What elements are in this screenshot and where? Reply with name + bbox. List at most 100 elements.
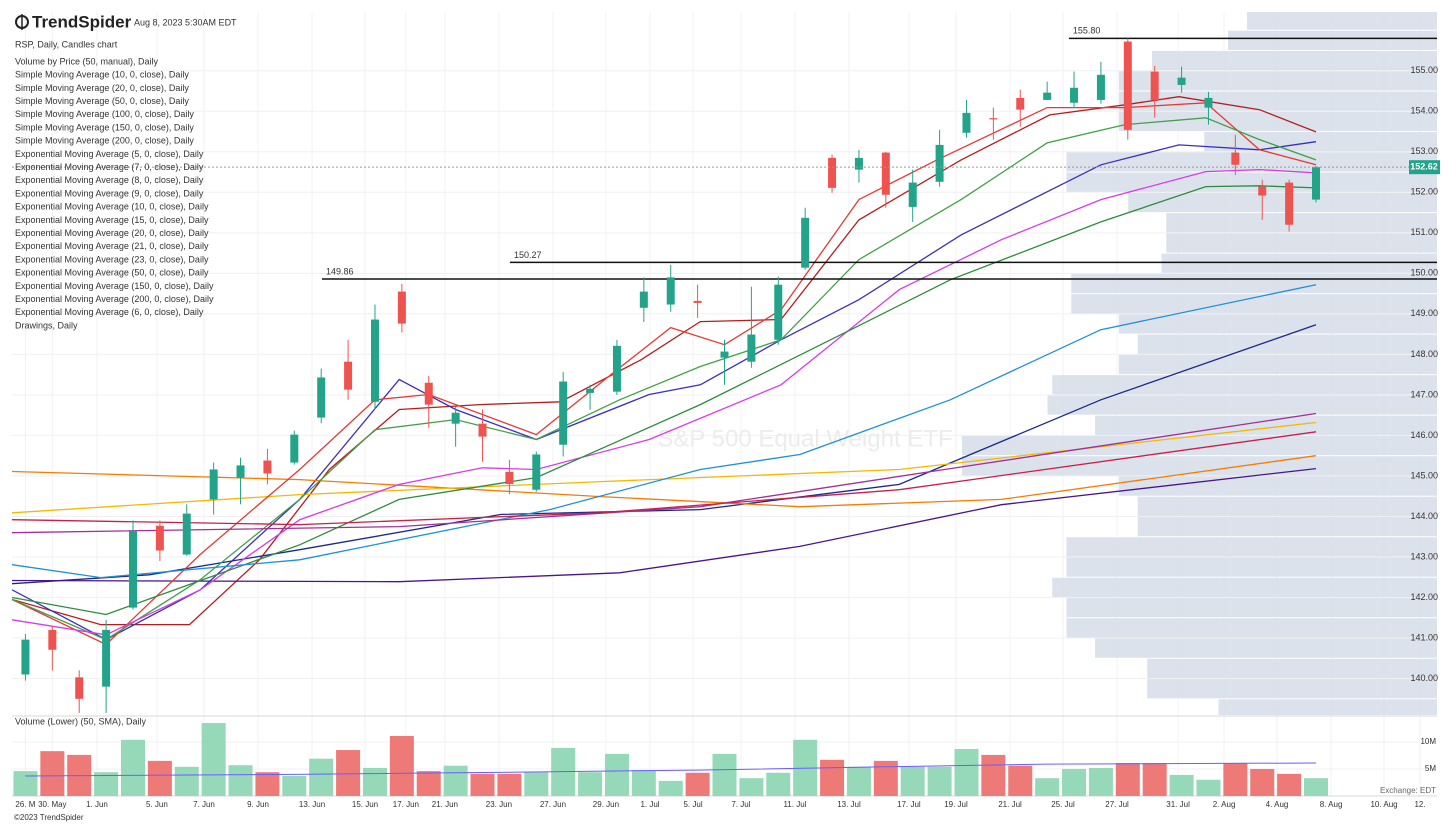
- volume-profile-bar: [1118, 91, 1437, 111]
- grid: [12, 12, 1437, 797]
- volume-bar: [658, 780, 683, 796]
- y-tick-label: 146.00: [1410, 430, 1438, 440]
- volume-bar: [685, 772, 710, 796]
- volume-bar: [846, 766, 871, 796]
- legend-entry: Exponential Moving Average (9, 0, close)…: [15, 188, 204, 198]
- volume-profile-bar: [1118, 71, 1437, 91]
- candle-body: [290, 434, 299, 463]
- y-tick-label: 154.00: [1410, 106, 1438, 116]
- candle-body: [236, 465, 245, 478]
- x-tick-label: 13. Jul: [837, 800, 861, 809]
- legend-entry: Exponential Moving Average (5, 0, close)…: [15, 149, 204, 159]
- volume-profile-bar: [1137, 496, 1437, 516]
- ma-line: [12, 467, 1317, 583]
- volume-profile-bar: [1147, 679, 1437, 699]
- volume-bar: [282, 776, 307, 796]
- volume-profile-bar: [1218, 699, 1437, 715]
- candle-body: [1043, 92, 1052, 100]
- volume-profile-bar: [1066, 557, 1437, 577]
- y-tick-label: 140.00: [1410, 673, 1438, 683]
- legend-entry: Exponential Moving Average (6, 0, close)…: [15, 307, 204, 317]
- volume-bar: [524, 772, 549, 796]
- candle-body: [854, 157, 863, 170]
- candle-body: [344, 361, 353, 390]
- indicator-lines: [12, 96, 1317, 646]
- x-tick-label: 30. May: [38, 800, 66, 809]
- axes: 140.00 141.00 142.00 143.00 144.00 145.00 146.…: [15, 65, 1440, 809]
- candle-body: [451, 412, 460, 424]
- volume-bar: [174, 766, 199, 796]
- ma-line: [12, 96, 1317, 626]
- volume-bar: [1142, 763, 1167, 796]
- candle-body: [397, 291, 406, 324]
- volume-bar: [1088, 767, 1113, 796]
- volume-pane: Volume (Lower) (50, SMA), Daily 5M 10M: [12, 716, 1437, 796]
- legend-entry: Exponential Moving Average (20, 0, close…: [15, 228, 209, 238]
- ma-line: [12, 185, 1317, 616]
- ma-line: [12, 455, 1317, 508]
- brand: TrendSpider: [32, 12, 132, 31]
- legend-entry: Simple Moving Average (200, 0, close), D…: [15, 136, 194, 146]
- y-tick-label: 150.00: [1410, 268, 1438, 278]
- volume-profile-bar: [1066, 597, 1437, 618]
- legend-entry: Exponential Moving Average (23, 0, close…: [15, 254, 209, 264]
- level-label: 150.27: [514, 250, 542, 260]
- volume-bar: [1304, 778, 1329, 796]
- y-tick-label: 145.00: [1410, 470, 1438, 480]
- legend-entry: Exponential Moving Average (150, 0, clos…: [15, 281, 214, 291]
- x-tick-label: 4. Aug: [1266, 800, 1289, 809]
- legend-entry: Exponential Moving Average (200, 0, clos…: [15, 294, 214, 304]
- volume-bar: [1062, 768, 1087, 796]
- header: TrendSpider Aug 8, 2023 5:30AM EDT RSP, …: [14, 12, 1436, 822]
- candle-body: [155, 525, 164, 551]
- x-tick-label: 11. Jul: [783, 800, 806, 809]
- volume-bar: [954, 748, 979, 796]
- ma-line: [12, 168, 1317, 636]
- volume-bar: [1223, 763, 1248, 796]
- volume-profile-bar: [1204, 132, 1437, 152]
- candle-body: [209, 469, 218, 500]
- volume-bar: [389, 736, 414, 796]
- volume-profile-bar: [1128, 192, 1437, 213]
- x-tick-label: 9. Jun: [247, 800, 269, 809]
- candle-body: [666, 277, 675, 305]
- y-tick-label: 147.00: [1410, 389, 1438, 399]
- volume-bar: [255, 772, 280, 796]
- candle-body: [989, 118, 998, 120]
- volume-profile-bar: [1166, 213, 1437, 233]
- volume-profile-bar: [1066, 537, 1437, 557]
- volume-sma-line: [25, 762, 1317, 777]
- volume-profile-bar: [1095, 415, 1437, 435]
- volume-profile-bar: [1161, 253, 1437, 273]
- candle-body: [102, 629, 111, 687]
- legend-entry: Volume by Price (50, manual), Daily: [15, 56, 159, 66]
- candle-body: [747, 334, 756, 362]
- volume-profile: [962, 12, 1437, 715]
- volume-profile-bar: [1118, 476, 1437, 496]
- y-tick-label: 155.00: [1410, 65, 1438, 75]
- volume-profile-bar: [1118, 314, 1437, 334]
- candle-body: [370, 319, 379, 402]
- candles: [12, 38, 1437, 713]
- volume-bar: [1035, 778, 1060, 796]
- volume-profile-bar: [1066, 172, 1437, 192]
- volume-bar: [604, 753, 629, 796]
- volume-bar: [362, 767, 387, 796]
- legend-entry: Simple Moving Average (50, 0, close), Da…: [15, 96, 189, 106]
- candle-body: [962, 112, 971, 133]
- legend: Volume by Price (50, manual), Daily Simpl…: [15, 56, 214, 330]
- volume-bar: [1115, 763, 1140, 796]
- candle-body: [720, 351, 729, 358]
- volume-bar: [309, 758, 334, 796]
- volume-profile-bar: [1228, 30, 1437, 50]
- candle-body: [532, 454, 541, 490]
- volume-bar: [228, 765, 253, 796]
- volume-tick-label: 10M: [1420, 737, 1436, 746]
- volume-bar: [13, 771, 38, 796]
- volume-profile-bar: [1052, 375, 1437, 395]
- legend-entry: Simple Moving Average (150, 0, close), D…: [15, 122, 194, 132]
- candle-body: [1150, 71, 1159, 100]
- candle-body: [128, 531, 137, 608]
- candle-body: [317, 377, 326, 418]
